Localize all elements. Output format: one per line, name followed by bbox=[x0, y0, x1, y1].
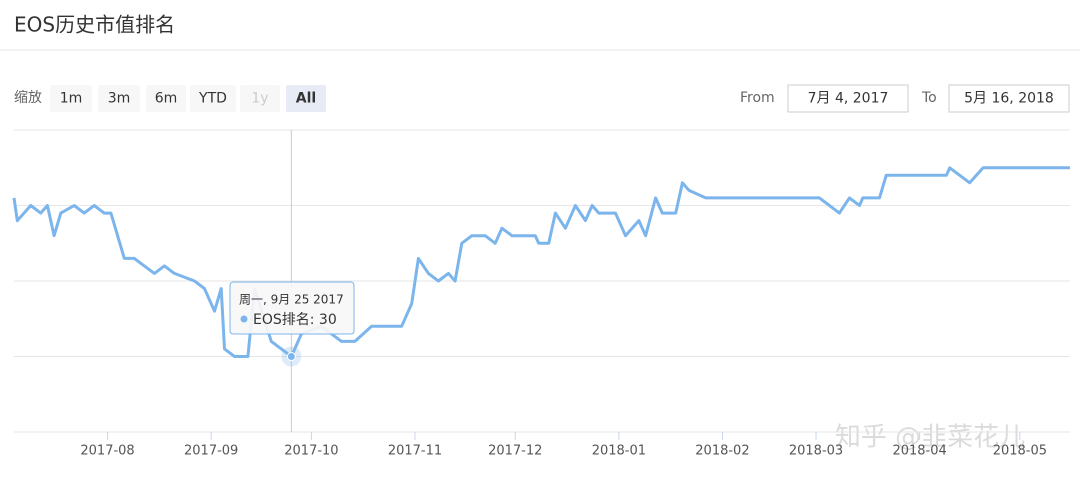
range-button[interactable] bbox=[98, 85, 140, 112]
watermark: 知乎 @韭菜花儿 bbox=[835, 423, 1025, 453]
x-tick-label: 2017-10 bbox=[284, 444, 338, 459]
range-button[interactable] bbox=[286, 85, 326, 112]
range-button[interactable] bbox=[146, 85, 186, 112]
range-button-label[interactable]: 3m bbox=[108, 91, 131, 107]
x-tick-label: 2017-08 bbox=[80, 444, 134, 459]
x-tick-label: 2018-05 bbox=[993, 444, 1047, 459]
to-input[interactable] bbox=[948, 84, 1070, 113]
hover-point bbox=[286, 352, 296, 361]
x-tick-label: 2017-12 bbox=[488, 444, 542, 459]
range-button-label[interactable]: 1m bbox=[60, 91, 83, 107]
to-value[interactable]: 5月 16, 2018 bbox=[964, 91, 1054, 107]
x-tick-label: 2018-04 bbox=[892, 444, 946, 459]
tooltip-marker bbox=[240, 315, 248, 323]
from-input[interactable] bbox=[787, 84, 909, 113]
tooltip-title: 周一, 9月 25 2017 bbox=[239, 293, 344, 307]
range-button-label[interactable]: YTD bbox=[198, 91, 227, 107]
x-tick-label: 2017-11 bbox=[388, 444, 442, 459]
range-button[interactable] bbox=[50, 85, 92, 112]
range-button-label: 1y bbox=[251, 91, 268, 107]
range-button bbox=[240, 85, 280, 112]
x-tick-label: 2018-01 bbox=[592, 444, 646, 459]
chart-title: EOS历史市值排名 bbox=[14, 13, 175, 37]
tooltip-text: EOS排名: 30 bbox=[253, 312, 337, 328]
range-button[interactable] bbox=[190, 85, 236, 112]
tooltip-box bbox=[229, 281, 355, 335]
from-value[interactable]: 7月 4, 2017 bbox=[808, 91, 889, 107]
x-tick-label: 2018-02 bbox=[695, 444, 749, 459]
range-button-label[interactable]: 6m bbox=[155, 91, 178, 107]
x-tick-label: 2018-03 bbox=[789, 444, 843, 459]
to-label: To bbox=[921, 90, 937, 106]
zoom-label: 缩放 bbox=[14, 90, 42, 106]
from-label: From bbox=[740, 90, 775, 106]
x-tick-label: 2017-09 bbox=[184, 444, 238, 459]
series-line bbox=[12, 166, 1070, 358]
range-button-label[interactable]: All bbox=[296, 91, 316, 107]
